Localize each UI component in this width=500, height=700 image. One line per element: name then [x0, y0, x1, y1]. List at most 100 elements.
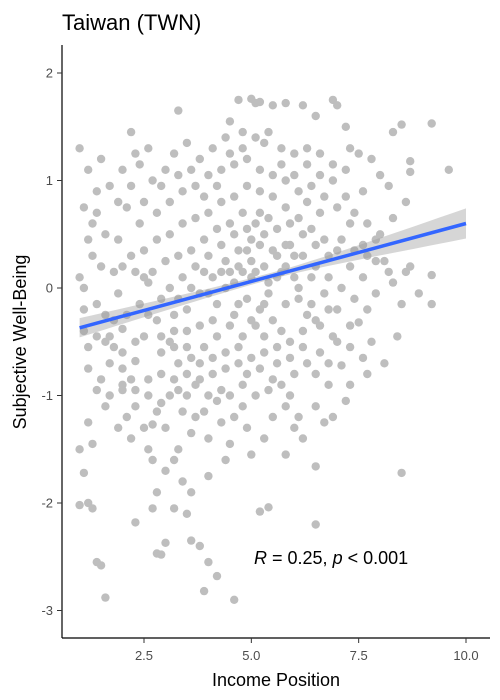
fit-layer: [79, 208, 467, 338]
data-point: [114, 289, 123, 298]
data-point: [315, 149, 325, 158]
data-point: [118, 364, 127, 373]
data-point: [234, 95, 243, 105]
data-point: [260, 299, 269, 309]
data-point: [238, 127, 247, 137]
data-point: [109, 267, 119, 277]
data-point: [230, 595, 239, 604]
data-point: [358, 187, 368, 196]
data-point: [380, 359, 389, 368]
data-point: [230, 192, 239, 201]
data-point: [315, 348, 325, 357]
data-point: [79, 468, 89, 478]
data-point: [212, 224, 222, 234]
data-point: [169, 149, 179, 158]
data-point: [260, 262, 269, 271]
data-point: [251, 219, 260, 228]
data-point: [328, 176, 338, 185]
data-point: [337, 361, 346, 370]
data-point: [302, 310, 312, 320]
data-point: [367, 154, 376, 164]
data-point: [182, 509, 192, 518]
data-point: [126, 375, 136, 384]
data-point: [92, 208, 102, 217]
data-point: [311, 520, 320, 529]
data-point: [272, 359, 282, 368]
data-point: [384, 267, 393, 277]
x-ticks: 2.5 5.0 7.5 10.0: [135, 638, 479, 663]
data-point: [285, 353, 295, 363]
data-point: [204, 208, 213, 217]
data-point: [363, 219, 372, 228]
data-point: [401, 267, 411, 277]
data-point: [324, 380, 333, 389]
data-point: [251, 267, 260, 277]
data-point: [187, 536, 196, 545]
data-point: [169, 342, 179, 352]
data-point: [255, 507, 265, 516]
data-point: [114, 423, 123, 432]
data-point: [294, 294, 303, 303]
y-tick-label: 2: [46, 66, 53, 81]
data-point: [178, 219, 187, 228]
data-point: [217, 267, 226, 277]
regression-line: [79, 221, 467, 330]
data-point: [242, 181, 252, 191]
data-point: [199, 235, 209, 244]
x-tick-label: 10.0: [453, 648, 478, 663]
data-point: [135, 299, 144, 309]
data-point: [174, 170, 183, 180]
data-point: [238, 380, 247, 389]
data-point: [212, 332, 222, 341]
data-point: [272, 224, 282, 234]
data-point: [88, 504, 97, 513]
data-point: [144, 445, 153, 454]
data-point: [238, 208, 247, 217]
data-point: [328, 160, 338, 169]
data-point: [238, 402, 247, 411]
data-point: [208, 316, 217, 325]
y-axis-title: Subjective Well-Being: [10, 255, 30, 430]
data-point: [298, 101, 308, 110]
data-point: [285, 391, 295, 400]
data-point: [290, 170, 299, 180]
data-point: [109, 342, 119, 352]
data-point: [307, 299, 316, 309]
data-point: [174, 445, 183, 454]
data-point: [195, 321, 204, 330]
data-point: [324, 359, 333, 368]
data-point: [264, 385, 273, 395]
data-point: [375, 230, 385, 239]
data-point: [148, 176, 157, 185]
data-point: [161, 466, 170, 475]
data-point: [427, 119, 436, 128]
data-point: [204, 557, 213, 567]
data-point: [260, 332, 269, 341]
data-point: [242, 369, 252, 379]
data-point: [290, 423, 299, 432]
data-point: [225, 219, 235, 228]
data-point: [307, 273, 316, 282]
data-point: [264, 278, 273, 287]
data-point: [92, 187, 102, 196]
data-point: [397, 468, 406, 478]
data-point: [371, 256, 380, 266]
data-point: [191, 181, 200, 191]
data-point: [328, 412, 338, 422]
data-point: [178, 477, 187, 486]
data-point: [199, 192, 209, 201]
data-point: [131, 385, 140, 395]
data-point: [225, 267, 235, 277]
data-point: [152, 488, 162, 497]
data-point: [268, 412, 277, 422]
data-point: [169, 310, 179, 320]
data-point: [139, 246, 149, 255]
data-point: [157, 348, 166, 357]
data-point: [122, 412, 131, 422]
data-point: [131, 518, 140, 527]
data-point: [101, 402, 110, 411]
data-point: [182, 391, 192, 400]
data-point: [204, 434, 213, 443]
data-point: [122, 203, 131, 212]
data-point: [307, 181, 316, 191]
